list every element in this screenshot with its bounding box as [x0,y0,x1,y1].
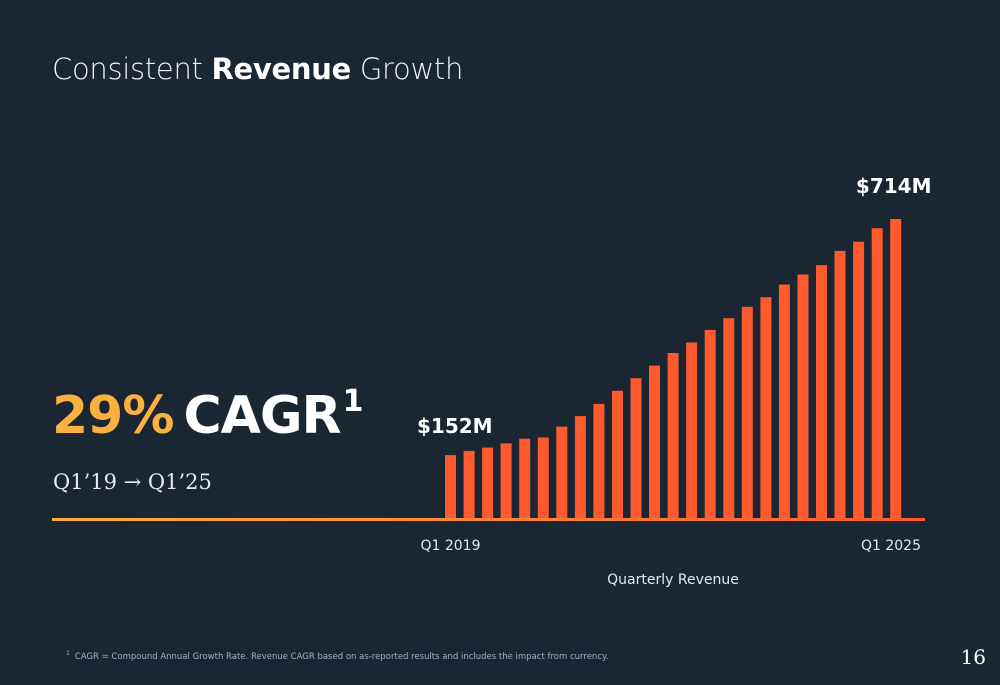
x-tick-label: Q1 2025 [861,538,921,554]
revenue-bar [500,443,512,519]
page-number: 16 [960,645,986,669]
revenue-bar [612,390,623,519]
revenue-bar [519,438,531,519]
revenue-bar [834,250,846,519]
footnote: 1 CAGR = Compound Annual Growth Rate. Rev… [66,650,609,662]
x-axis-title: Quarterly Revenue [607,572,739,588]
bar-series [445,219,902,519]
revenue-bar [704,329,716,519]
revenue-bar [556,426,568,519]
bar-value-label: $714M [856,174,932,198]
chart-baseline [52,518,925,521]
revenue-bar [686,342,698,519]
cagr-label: CAGR [183,386,341,446]
revenue-bar [871,228,883,519]
revenue-bar [760,297,772,519]
revenue-bar [482,447,494,519]
cagr-footnote-mark: 1 [342,384,364,419]
cagr-headline: 29% CAGR1 [52,384,364,446]
revenue-bar [816,265,827,519]
revenue-bar [797,274,809,519]
revenue-bar [890,219,902,519]
revenue-bar [463,450,475,519]
footnote-text: CAGR = Compound Annual Growth Rate. Reve… [74,651,609,662]
revenue-bar [853,241,865,519]
revenue-bar [667,353,679,519]
revenue-bar [537,437,549,519]
chart-labels: $152M $714M Q1 2019 Q1 2025 Quarterly Revenu… [417,174,931,588]
x-tick-label: Q1 2019 [420,538,480,554]
revenue-bar [741,306,753,519]
revenue-bar [778,284,790,519]
revenue-bar [593,403,605,519]
cagr-period: Q1’19 → Q1’25 [53,470,212,494]
bar-value-label: $152M [417,414,493,438]
revenue-bar [649,365,660,519]
revenue-bar [445,455,456,519]
revenue-bar [630,378,642,519]
revenue-bar [723,318,735,519]
slide-title-emphasis: Revenue [211,52,352,86]
slide-title: Consistent Revenue Growth [52,52,464,86]
cagr-value: 29% [52,386,174,446]
revenue-bar [574,416,586,519]
